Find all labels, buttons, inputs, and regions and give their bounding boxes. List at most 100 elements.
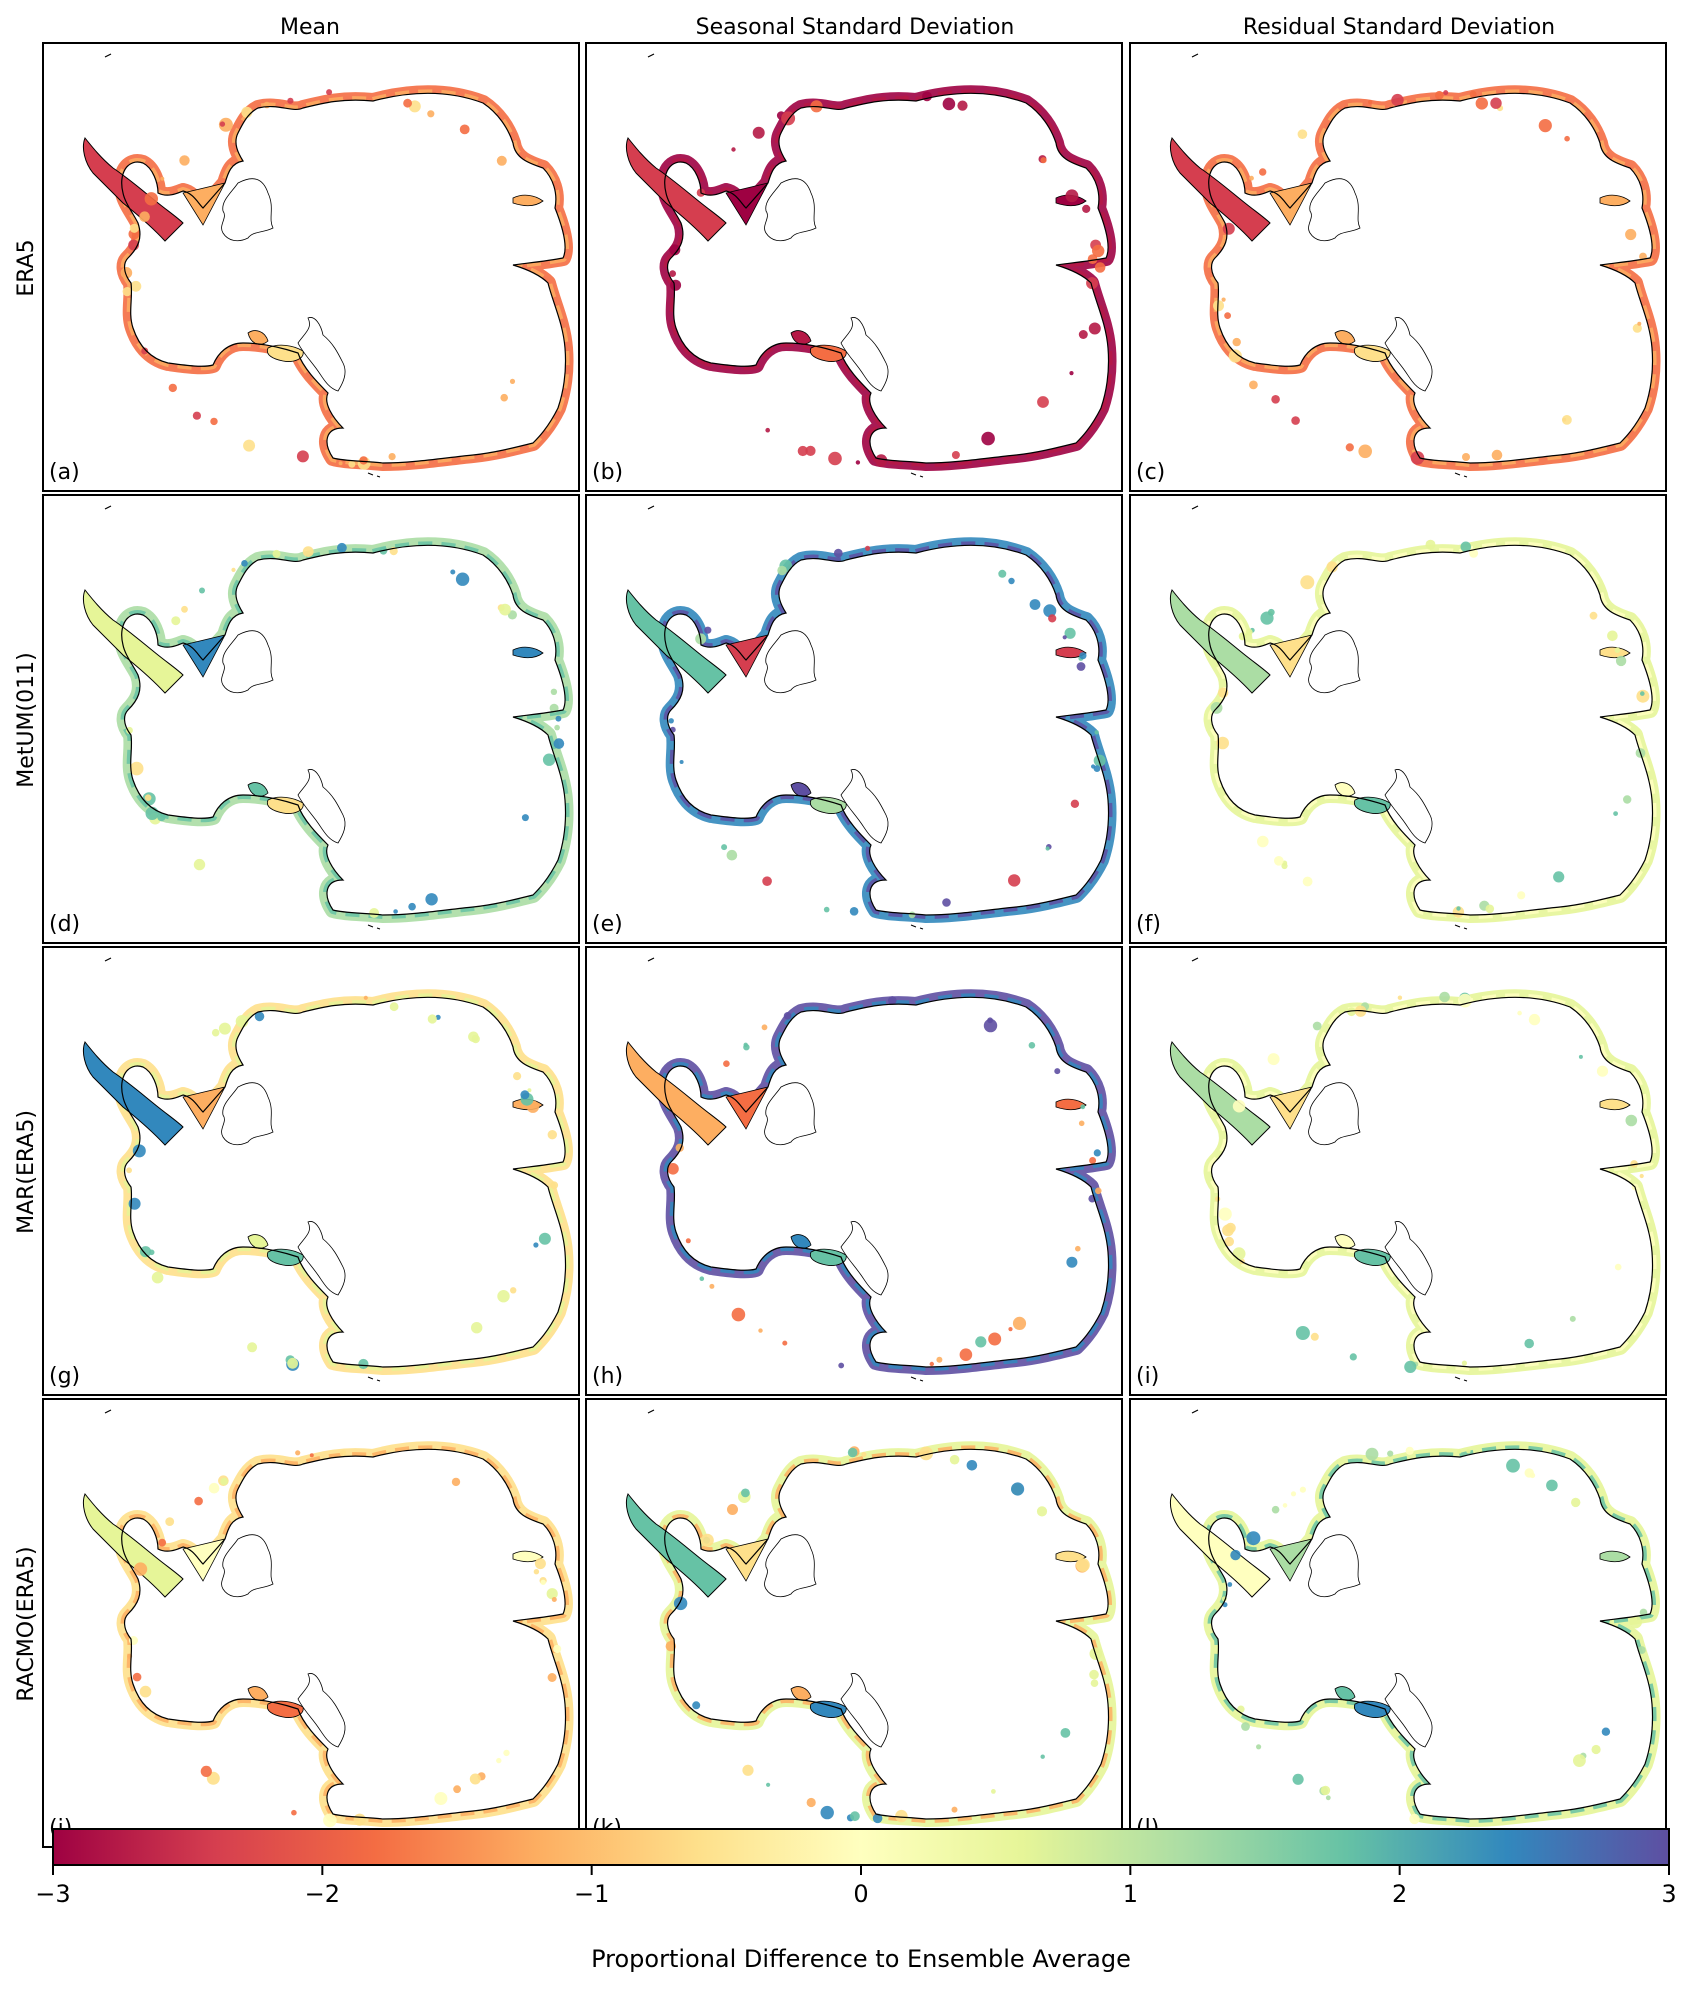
- coastline: [664, 92, 1110, 464]
- coastal-cell: [553, 738, 565, 749]
- coastal-cell: [833, 548, 843, 558]
- ronne-ice-shelf: [790, 1234, 812, 1249]
- map-panel: (g): [42, 946, 580, 1396]
- antarctica-map: [1169, 957, 1661, 1382]
- filchner-ice-shelf: [809, 1248, 847, 1266]
- ross-ice-shelf: [182, 182, 226, 226]
- coastal-cell: [337, 542, 347, 553]
- coastal-cell: [850, 1811, 860, 1822]
- peninsula-ice-shelf: [625, 137, 727, 242]
- coastal-cell: [721, 844, 728, 851]
- coastal-cell: [1249, 380, 1258, 390]
- coastal-cell: [133, 1562, 148, 1576]
- coastal-cell: [1011, 1482, 1025, 1496]
- ronne-outline: [297, 769, 346, 844]
- coastal-cell: [302, 546, 314, 557]
- coastal-cell: [157, 812, 166, 822]
- coastal-cell: [497, 1290, 510, 1303]
- coastal-cell: [1623, 795, 1632, 804]
- coastal-cell: [1466, 1449, 1471, 1454]
- coastal-cell: [1241, 1722, 1250, 1731]
- island: [367, 472, 381, 478]
- coastal-cell: [1457, 1449, 1462, 1454]
- coastal-cell: [254, 1011, 265, 1022]
- antarctica-map: [1169, 1409, 1661, 1834]
- coastal-cell: [551, 1597, 557, 1602]
- coastal-cell: [1076, 1558, 1090, 1572]
- coastal-cell: [1060, 1728, 1071, 1738]
- coastal-cell: [1405, 1446, 1414, 1455]
- ronne-outline: [297, 317, 346, 392]
- coastal-cell: [903, 95, 909, 100]
- map-panel: (d): [42, 494, 580, 944]
- coastal-cell: [144, 192, 158, 206]
- coastal-cell: [550, 1181, 559, 1190]
- colorbar: −3 −2 −1 0 1 2 3 Proportional Difference to En…: [35, 1828, 1677, 1973]
- coastal-cell: [241, 560, 248, 567]
- coastal-cell: [1636, 689, 1650, 703]
- map-panel: (f): [1129, 494, 1667, 944]
- map-panel: (l): [1129, 1398, 1667, 1848]
- map-panel: (k): [585, 1398, 1123, 1848]
- coastal-cell: [1538, 119, 1552, 133]
- antarctica-map: [1169, 53, 1661, 478]
- ronne-ice-shelf: [1334, 1686, 1356, 1701]
- coastal-cell: [861, 1451, 867, 1458]
- amery-ice-shelf: [1055, 646, 1087, 659]
- coastal-cell: [291, 1809, 297, 1816]
- coastal-cell: [509, 378, 516, 384]
- coastal-cell: [1086, 277, 1099, 290]
- coastal-cell: [1075, 1245, 1081, 1252]
- ross-outline: [764, 630, 817, 694]
- coastal-cell: [1625, 228, 1637, 241]
- ronne-outline: [1384, 1221, 1433, 1296]
- coastal-cell: [1274, 856, 1284, 866]
- continent-interior: [1208, 997, 1653, 1367]
- coastal-cell: [1546, 1479, 1558, 1492]
- coastal-cell: [507, 610, 517, 620]
- coastal-cell: [1282, 1503, 1288, 1508]
- coastal-cell: [1090, 1679, 1099, 1687]
- coastal-cell: [533, 1242, 539, 1248]
- coastal-cell: [1079, 652, 1087, 660]
- coastal-cell: [359, 456, 368, 465]
- filchner-ice-shelf: [809, 1700, 847, 1718]
- amery-ice-shelf: [1599, 646, 1631, 659]
- map-panel: (i): [1129, 946, 1667, 1396]
- antarctica-map: [82, 957, 574, 1382]
- ronne-outline: [840, 1221, 889, 1296]
- row-label-racmo: RACMO(ERA5): [14, 1546, 39, 1701]
- ross-outline: [764, 178, 817, 242]
- coastal-cell: [1089, 1157, 1097, 1164]
- ross-outline: [221, 1082, 274, 1146]
- antarctica-map: [625, 505, 1117, 930]
- antarctica-map: [82, 53, 574, 478]
- coastal-cell: [1228, 349, 1242, 363]
- coastal-cell: [241, 106, 253, 118]
- coastal-cell: [211, 1028, 220, 1037]
- peninsula-ice-shelf: [82, 137, 184, 242]
- coastal-cell: [1490, 97, 1502, 109]
- ross-ice-shelf: [182, 1086, 226, 1130]
- coastal-cell: [151, 1271, 164, 1284]
- coastal-cell: [434, 1792, 448, 1805]
- coastal-cell: [668, 718, 674, 724]
- coastal-cell: [129, 223, 139, 233]
- coastal-cell: [1358, 444, 1372, 459]
- coastal-cell: [1222, 222, 1235, 235]
- coastal-cell: [1069, 371, 1074, 376]
- coastal-cell: [665, 1641, 676, 1652]
- antarctica-map: [625, 1409, 1117, 1834]
- coastal-cell: [959, 1348, 973, 1361]
- coastal-cell: [1008, 1327, 1013, 1332]
- ross-ice-shelf: [725, 634, 769, 678]
- coastal-cell: [704, 626, 712, 634]
- coastal-cell: [1292, 1773, 1304, 1785]
- ronne-outline: [297, 1221, 346, 1296]
- coastal-cell: [1257, 835, 1269, 848]
- peninsula-ice-shelf: [82, 1493, 184, 1598]
- coastal-cell: [936, 1356, 943, 1363]
- coastal-cell: [533, 1569, 540, 1575]
- coastal-cell: [1591, 1744, 1601, 1755]
